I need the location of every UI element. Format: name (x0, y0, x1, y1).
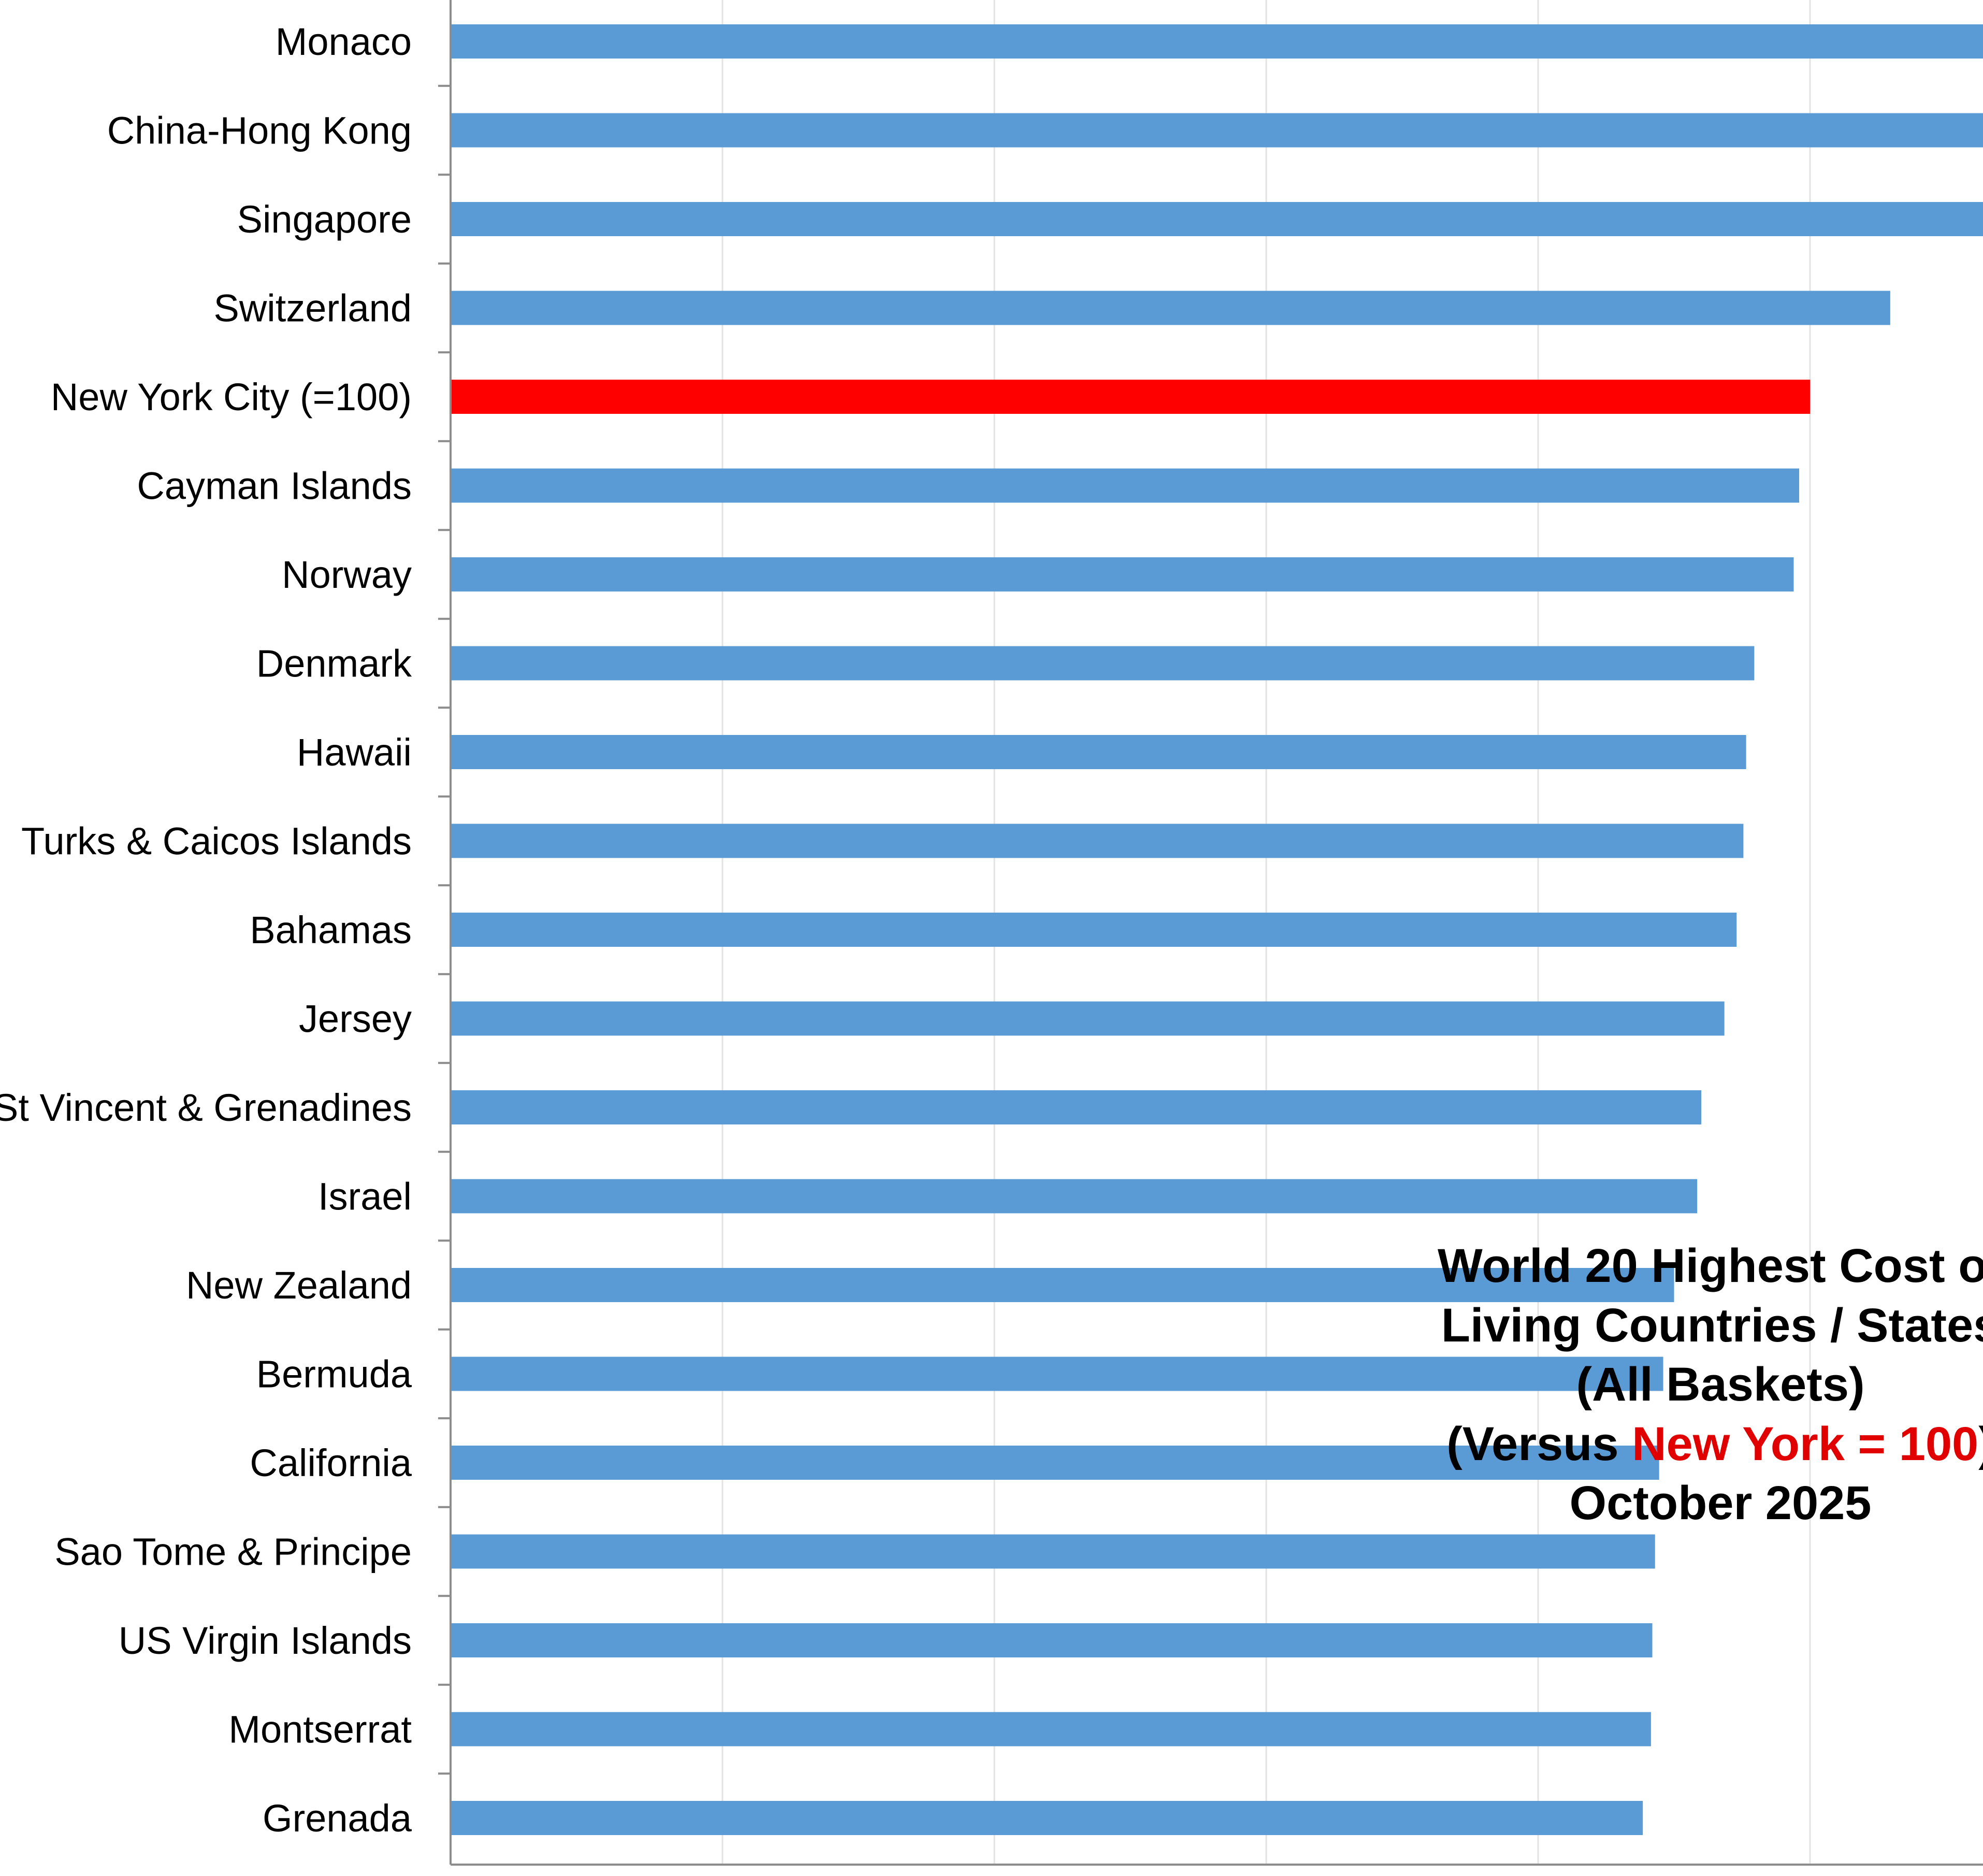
category-label-18: US Virgin Islands (119, 1619, 412, 1662)
bar-17 (451, 1534, 1655, 1569)
y-axis (438, 0, 1983, 1866)
title-versus-suffix: ) (1978, 1418, 1983, 1470)
category-label-17: Sao Tome & Principe (54, 1531, 412, 1574)
bar-16 (451, 1446, 1659, 1480)
category-label-19: Montserrat (228, 1708, 412, 1751)
title-new-york-highlight: New York = 100 (1632, 1418, 1978, 1470)
bar-1 (451, 113, 1983, 148)
category-label-7: Denmark (256, 642, 412, 685)
bar-12 (451, 1090, 1701, 1124)
category-label-9: Turks & Caicos Islands (21, 820, 412, 863)
category-label-0: Monaco (276, 20, 412, 63)
title-line-3: (All Baskets) (1576, 1358, 1864, 1411)
category-label-11: Jersey (299, 998, 412, 1041)
category-labels: Monaco China-Hong Kong Singapore Switzerlan… (0, 20, 412, 1840)
title-line-2: Living Countries / States (1441, 1299, 1983, 1352)
bar-5 (451, 468, 1799, 503)
category-label-14: New Zealand (186, 1264, 412, 1307)
category-label-2: Singapore (237, 198, 412, 241)
category-label-10: Bahamas (250, 908, 412, 951)
bar-19 (451, 1712, 1651, 1747)
category-label-8: Hawaii (297, 731, 412, 774)
bar-3 (451, 291, 1890, 325)
category-label-20: Grenada (263, 1797, 412, 1840)
category-label-13: Israel (318, 1175, 412, 1218)
category-label-5: Cayman Islands (137, 465, 412, 508)
bar-20 (451, 1801, 1643, 1835)
category-label-16: California (250, 1441, 412, 1484)
bar-9 (451, 824, 1744, 858)
bar-15 (451, 1357, 1663, 1391)
bar-13 (451, 1179, 1698, 1214)
bar-6 (451, 557, 1794, 591)
bars (451, 24, 1983, 1835)
category-label-12: St Vincent & Grenadines (0, 1086, 412, 1129)
title-line-4: (Versus New York = 100) (1446, 1418, 1983, 1470)
bar-7 (451, 646, 1755, 681)
bar-8 (451, 735, 1746, 769)
bar-4 (451, 380, 1810, 414)
bar-2 (451, 202, 1983, 236)
bar-11 (451, 1001, 1725, 1036)
title-line-1: World 20 Highest Cost of (1438, 1239, 1983, 1292)
bar-10 (451, 913, 1737, 947)
bar-18 (451, 1623, 1653, 1657)
category-label-4: New York City (=100) (51, 376, 412, 419)
category-label-6: Norway (282, 553, 412, 596)
category-label-3: Switzerland (213, 287, 412, 330)
bar-0 (451, 24, 1983, 59)
bar-14 (451, 1268, 1674, 1302)
category-label-1: China-Hong Kong (107, 109, 412, 152)
chart-title: World 20 Highest Cost of Living Countrie… (1438, 1239, 1983, 1529)
category-label-15: Bermuda (256, 1353, 412, 1396)
title-line-5: October 2025 (1570, 1477, 1872, 1529)
title-versus-prefix: (Versus (1446, 1418, 1632, 1470)
